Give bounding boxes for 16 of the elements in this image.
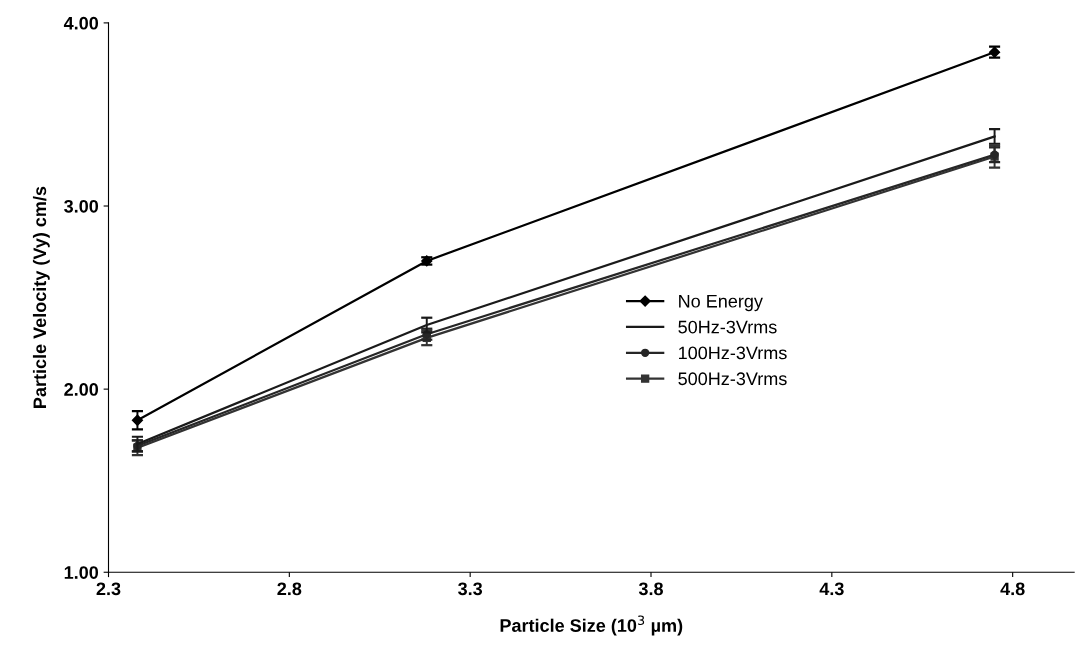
x-tick-label: 4.8 xyxy=(1000,582,1025,596)
y-tick-label: 1.00 xyxy=(64,566,99,579)
y-tick-label: 2.00 xyxy=(64,383,99,396)
y-tick-label: 3.00 xyxy=(64,199,99,213)
x-tick-label: 3.8 xyxy=(638,582,663,596)
x-tick-label: 3.3 xyxy=(458,582,483,596)
y-tick-label: 4.00 xyxy=(63,16,99,30)
x-axis-title: Particle Size (10$^{3}$ µm) xyxy=(500,615,683,636)
y-axis-title: Particle Velocity (Vy) cm/s xyxy=(32,186,50,408)
legend-label: 500Hz-3Vrms xyxy=(678,372,787,386)
x-tick-label: 2.8 xyxy=(277,582,302,596)
legend-label: 50Hz-3Vrms xyxy=(678,320,777,334)
legend-label: 100Hz-3Vrms xyxy=(679,346,787,360)
legend-label: No Energy xyxy=(679,294,763,312)
x-tick-label: 2.3 xyxy=(96,582,121,596)
x-tick-label: 4.3 xyxy=(819,582,844,596)
